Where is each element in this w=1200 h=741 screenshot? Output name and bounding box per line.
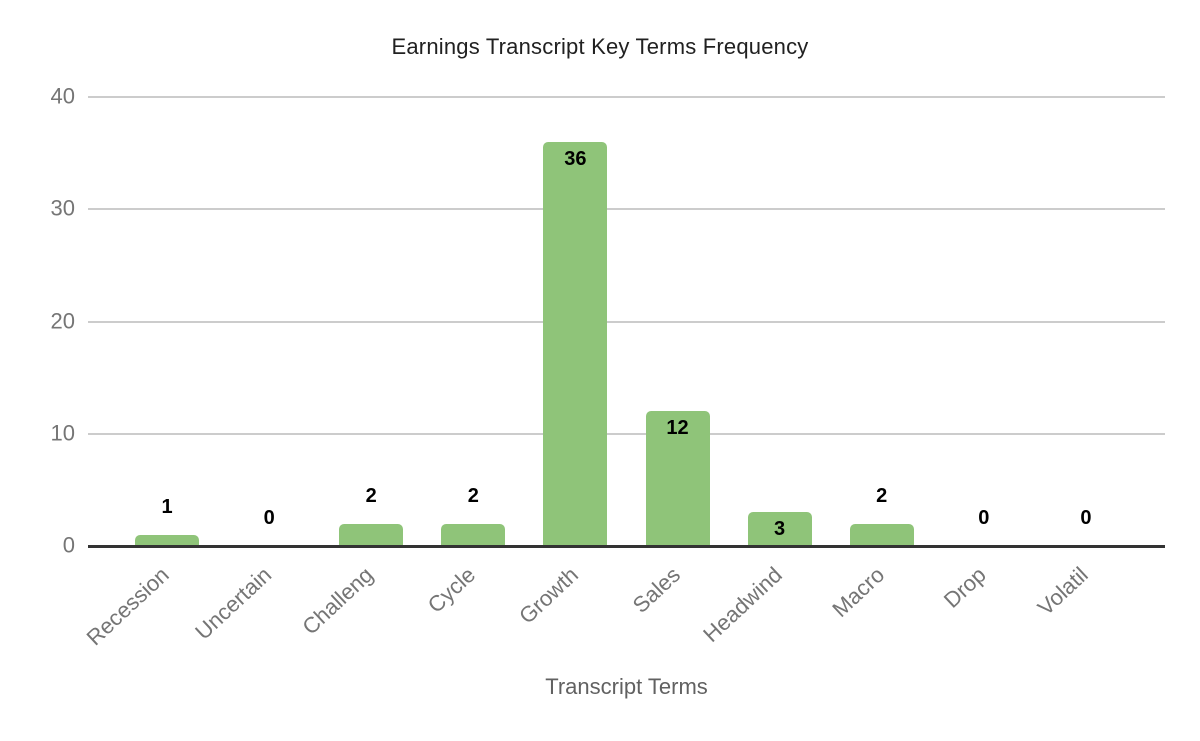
x-tick-label: Volatil bbox=[1033, 562, 1094, 621]
bar-value-label: 0 bbox=[263, 507, 275, 529]
x-tick-label: Growth bbox=[513, 562, 583, 629]
bar-slot: 0 bbox=[218, 97, 320, 546]
bar-slot: 0 bbox=[1035, 97, 1137, 546]
y-tick-label: 40 bbox=[50, 83, 75, 109]
bar bbox=[339, 523, 404, 546]
bar bbox=[543, 141, 608, 546]
bar-value-label: 0 bbox=[978, 507, 990, 529]
x-tick-label: Uncertain bbox=[190, 562, 277, 645]
x-tick-label: Macro bbox=[827, 562, 889, 622]
bar-value-label: 1 bbox=[161, 495, 173, 518]
bar-slot: 1 bbox=[116, 97, 218, 546]
y-tick-label: 30 bbox=[50, 195, 75, 221]
gridline bbox=[88, 208, 1165, 211]
bar-slot: 2 bbox=[320, 97, 422, 546]
gridline bbox=[88, 96, 1165, 98]
gridline bbox=[88, 320, 1165, 323]
y-tick-label: 0 bbox=[62, 532, 75, 558]
bar-value-label: 2 bbox=[467, 484, 479, 507]
bar-slot: 0 bbox=[933, 97, 1035, 546]
bar-slot: 3 bbox=[729, 97, 831, 546]
x-axis-title: Transcript Terms bbox=[545, 674, 708, 699]
chart-title: Earnings Transcript Key Terms Frequency bbox=[391, 34, 809, 59]
x-tick-label: Cycle bbox=[423, 562, 481, 618]
bars-row: 1 0 2 2 36 12 3 2 0 0 bbox=[88, 97, 1165, 546]
bar-slot: 2 bbox=[831, 97, 933, 546]
bar-value-label: 36 bbox=[564, 147, 587, 170]
bar-value-label: 3 bbox=[774, 518, 786, 541]
x-axis-labels: Recession Uncertain Challeng Cycle Growth Sal… bbox=[82, 546, 1165, 671]
x-tick-label: Recession bbox=[81, 562, 175, 651]
x-tick-label: Sales bbox=[627, 562, 685, 618]
y-tick-label: 20 bbox=[50, 307, 75, 333]
x-tick-label: Headwind bbox=[698, 562, 787, 648]
bar-slot: 12 bbox=[626, 97, 728, 546]
bar-value-label: 2 bbox=[876, 484, 888, 507]
bar-slot: 36 bbox=[524, 97, 626, 546]
bar bbox=[849, 523, 914, 546]
bar-value-label: 12 bbox=[666, 417, 689, 440]
bar-value-label: 0 bbox=[1080, 507, 1092, 529]
x-tick-label: Drop bbox=[938, 562, 991, 613]
plot-area: 0 10 20 30 40 1 0 2 2 36 12 3 2 0 0 Recession Uncertain C… bbox=[51, 83, 1165, 650]
gridline bbox=[88, 432, 1165, 435]
bar bbox=[441, 523, 506, 546]
bar bbox=[135, 534, 200, 546]
bar-slot: 2 bbox=[422, 97, 524, 546]
bar-value-label: 2 bbox=[365, 484, 377, 507]
x-tick-label: Challeng bbox=[297, 562, 379, 640]
bar bbox=[747, 512, 812, 546]
x-axis-baseline bbox=[88, 544, 1165, 548]
y-tick-label: 10 bbox=[50, 420, 75, 446]
bar bbox=[645, 411, 710, 546]
